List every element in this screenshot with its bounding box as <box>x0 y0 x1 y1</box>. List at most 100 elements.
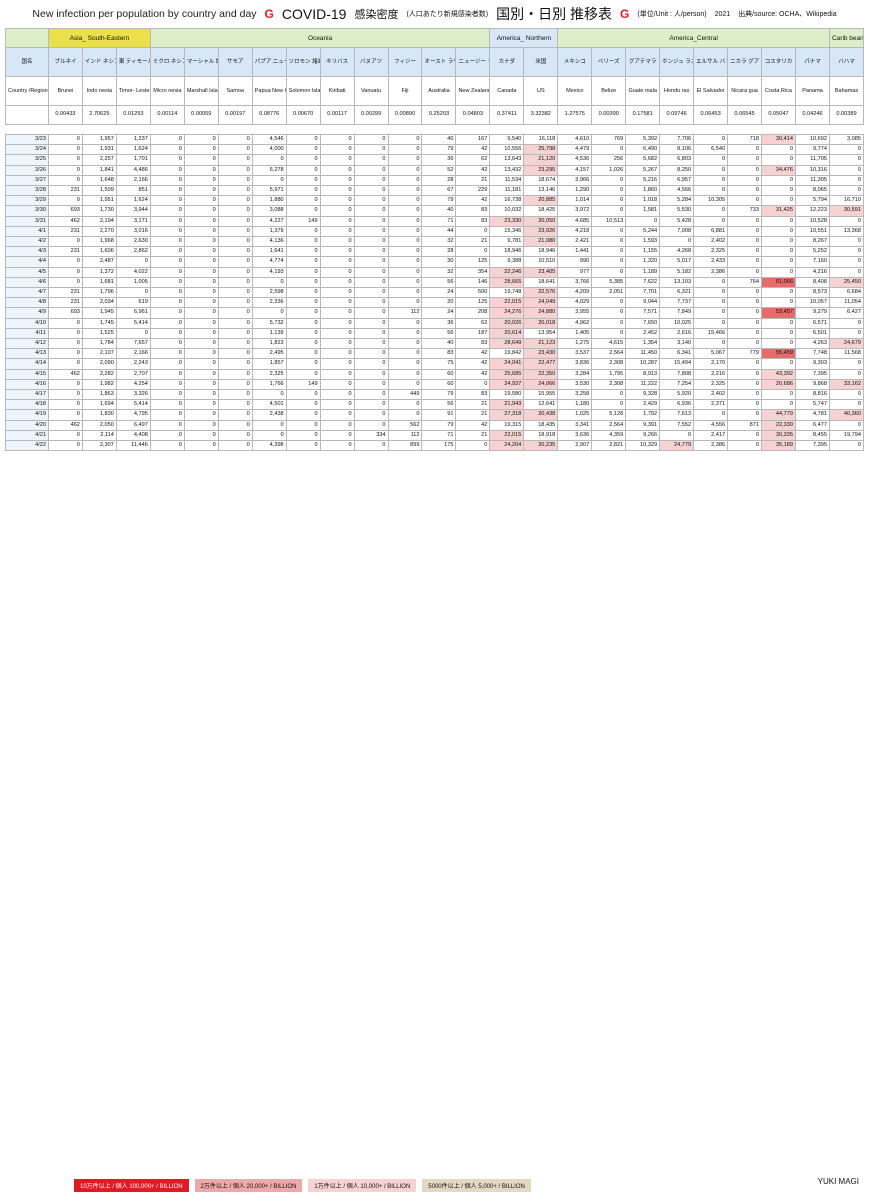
value-cell: 2,452 <box>625 327 661 340</box>
value-cell: 75 <box>421 358 457 370</box>
value-cell: 0 <box>693 185 729 197</box>
value-cell: 0 <box>727 307 763 319</box>
value-cell: 0 <box>353 348 389 360</box>
value-cell: 6,497 <box>115 419 151 431</box>
value-cell: 0 <box>727 154 763 166</box>
value-cell: 0 <box>353 378 389 391</box>
value-cell: 4,193 <box>251 266 287 278</box>
value-cell: 0 <box>761 266 796 278</box>
value-cell: 0 <box>353 185 389 197</box>
value-cell: 1,018 <box>625 195 661 207</box>
value-cell: 5,128 <box>591 409 627 421</box>
table-row: 3/26 0 1,841 4,486 0 0 0 6,278 0 0 0 0 52 42 13,432 23,… <box>5 164 865 176</box>
country-en-label: Nicara gua <box>727 76 763 106</box>
value-cell: 19,794 <box>828 429 865 442</box>
year-label: 2021 <box>714 10 731 18</box>
country-jp-label: パプア ニュー ギニア <box>251 47 287 77</box>
value-cell: 0 <box>727 440 763 452</box>
value-cell: 1,593 <box>625 236 661 248</box>
value-cell: 10,316 <box>794 164 830 176</box>
value-cell: 22,576 <box>523 287 559 299</box>
country-jp-label: バハマ <box>828 47 865 77</box>
value-cell: 231 <box>47 225 83 238</box>
value-cell: 208 <box>455 307 491 319</box>
value-cell: 24,276 <box>489 307 525 319</box>
value-cell: 0 <box>149 266 185 278</box>
value-cell: 0 <box>183 389 219 401</box>
value-cell: 0 <box>761 389 796 401</box>
value-cell: 693 <box>47 205 83 217</box>
value-cell: 0 <box>47 144 83 156</box>
value-cell: 2,630 <box>115 236 151 248</box>
value-cell: 0 <box>693 133 729 146</box>
value-cell: 32 <box>421 266 457 278</box>
value-cell: 4,359 <box>591 429 627 442</box>
value-cell: 10,510 <box>523 256 559 268</box>
value-cell: 0 <box>319 399 355 411</box>
table-row: 4/7 231 1,796 0 0 0 0 2,598 0 0 0 0 24 500 19,748 22,57… <box>5 287 865 299</box>
value-cell: 0 <box>319 236 355 248</box>
population-factor: 0.00670 <box>285 105 321 125</box>
value-cell: 0 <box>828 266 865 278</box>
value-cell: 1,354 <box>625 338 661 350</box>
value-cell: 30 <box>421 256 457 268</box>
region-asia: Asia_ South-Eastern <box>47 28 151 48</box>
value-cell: 4,566 <box>659 185 695 197</box>
value-cell: 10,556 <box>489 144 525 156</box>
value-cell: 0 <box>183 205 219 217</box>
value-cell: 2,307 <box>81 440 117 452</box>
value-cell: 0 <box>217 256 253 268</box>
logo: YUKI MAGI <box>817 1177 859 1186</box>
value-cell: 40 <box>421 338 457 350</box>
value-cell: 0 <box>149 276 185 289</box>
value-cell: 0 <box>828 327 865 340</box>
value-cell: 0 <box>319 338 355 350</box>
value-cell: 1,014 <box>557 195 593 207</box>
value-cell: 2,243 <box>115 358 151 370</box>
table-row: 3/31 462 2,194 3,171 0 0 0 4,227 149 0 0 0 71 83 23,33… <box>5 215 865 227</box>
value-cell: 0 <box>285 174 321 187</box>
value-cell: 1,857 <box>251 358 287 370</box>
value-cell: 3,016 <box>115 225 151 238</box>
value-cell: 0 <box>727 236 763 248</box>
country-jp-label: オースト ラリア <box>421 47 457 77</box>
value-cell: 0 <box>761 399 796 411</box>
value-cell: 10,551 <box>794 225 830 238</box>
value-cell: 0 <box>183 276 219 289</box>
country-jp-label: カナダ <box>489 47 525 77</box>
date-cell: 4/9 <box>5 307 49 319</box>
value-cell: 5,216 <box>625 174 661 187</box>
value-cell: 3,140 <box>659 338 695 350</box>
value-cell: 0 <box>828 154 865 166</box>
value-cell: 0 <box>727 399 763 411</box>
value-cell: 0 <box>693 338 729 350</box>
value-cell: 21 <box>455 399 491 411</box>
value-cell: 44,779 <box>761 409 796 421</box>
value-cell: 0 <box>828 317 865 329</box>
value-cell: 0 <box>285 338 321 350</box>
value-cell: 0 <box>828 246 865 258</box>
value-cell: 24,041 <box>489 358 525 370</box>
value-cell: 0 <box>387 256 423 268</box>
value-cell: 0 <box>149 358 185 370</box>
value-cell: 0 <box>115 287 151 299</box>
country-en-label: Canada <box>489 76 525 106</box>
date-cell: 4/1 <box>5 225 49 238</box>
value-cell: 22,246 <box>489 266 525 278</box>
country-en-label: Kiribati <box>319 76 355 106</box>
value-cell: 990 <box>557 256 593 268</box>
value-cell: 6,501 <box>794 327 830 340</box>
value-cell: 2,216 <box>693 368 729 380</box>
value-cell: 0 <box>387 164 423 176</box>
value-cell: 0 <box>217 378 253 391</box>
value-cell: 871 <box>727 419 763 431</box>
value-cell: 20,026 <box>489 317 525 329</box>
value-cell: 3,537 <box>557 348 593 360</box>
value-cell: 18,641 <box>523 276 559 289</box>
legend-5k: 5000件以上 / 個人 5,000+ / BILLION <box>422 1179 531 1192</box>
value-cell: 15,494 <box>659 358 695 370</box>
value-cell: 0 <box>149 205 185 217</box>
value-cell: 1,509 <box>81 185 117 197</box>
value-cell: 0 <box>149 164 185 176</box>
